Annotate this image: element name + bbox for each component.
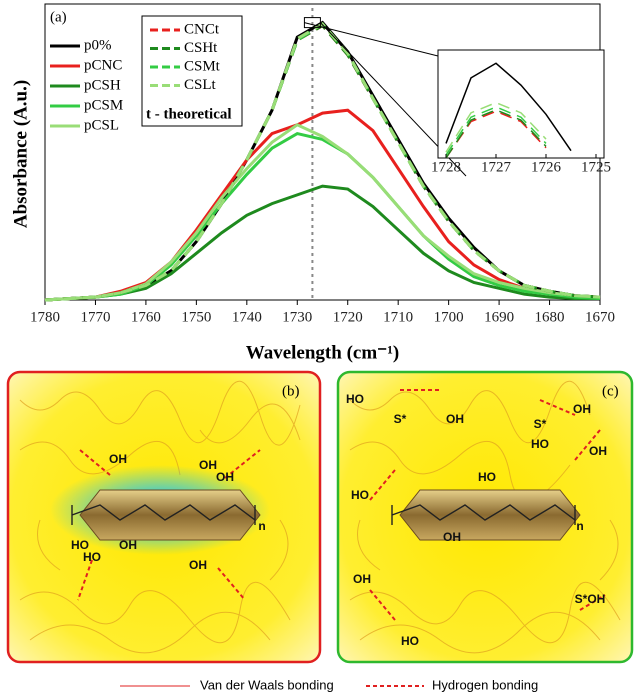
panel-label: (a) bbox=[50, 9, 67, 25]
x-tick-label: 1780 bbox=[30, 309, 60, 325]
chem-label: HO bbox=[83, 550, 101, 564]
legend-label: p0% bbox=[84, 37, 112, 53]
legend-label: CNCt bbox=[184, 21, 220, 37]
x-tick-label: 1680 bbox=[535, 309, 565, 325]
hydrogen-bonds bbox=[77, 389, 606, 621]
inset-frame bbox=[437, 49, 605, 159]
x-tick-label: 1690 bbox=[484, 309, 514, 325]
chem-label: OH bbox=[573, 402, 591, 416]
chem-label: HO bbox=[401, 634, 419, 648]
chem-label: HO bbox=[478, 470, 496, 484]
chem-label: HO bbox=[71, 538, 89, 552]
chem-label: S*OH bbox=[575, 592, 606, 606]
legend-label: pCNC bbox=[84, 57, 122, 73]
legend-label: CSLt bbox=[184, 77, 217, 93]
x-tick-label: 1760 bbox=[131, 309, 161, 325]
chem-label: OH bbox=[443, 530, 461, 544]
panel-label: (b) bbox=[282, 383, 300, 399]
x-tick-label: 1730 bbox=[282, 309, 312, 325]
x-tick-label: 1770 bbox=[80, 309, 110, 325]
legend-label: pCSM bbox=[84, 97, 123, 113]
chem-label: HO bbox=[531, 437, 549, 451]
chem-label: OH bbox=[589, 444, 607, 458]
crystal bbox=[399, 489, 581, 541]
polymer-chains bbox=[19, 380, 621, 654]
inset-tick-label: 1728 bbox=[431, 159, 461, 175]
chem-label: OH bbox=[189, 558, 207, 572]
chem-label: S* bbox=[394, 412, 407, 426]
legend-label: CSHt bbox=[184, 40, 218, 56]
chem-label: n bbox=[258, 519, 265, 533]
legend-box bbox=[141, 15, 243, 127]
inset-line bbox=[445, 106, 547, 156]
x-axis-label: Wavelength (cm⁻¹) bbox=[246, 342, 399, 363]
inset-tick-label: 1727 bbox=[481, 159, 512, 175]
x-tick-label: 1750 bbox=[181, 309, 211, 325]
legend-label: pCSH bbox=[84, 77, 121, 93]
inset-tick-label: 1726 bbox=[531, 159, 562, 175]
chem-label: n bbox=[576, 519, 583, 533]
x-tick-label: 1670 bbox=[585, 309, 615, 325]
chem-label: S* bbox=[534, 417, 547, 431]
series-line bbox=[44, 22, 601, 302]
chem-label: OH bbox=[119, 538, 137, 552]
legend-label: CSMt bbox=[184, 58, 221, 74]
chem-label: OH bbox=[353, 572, 371, 586]
legend-label: pCSL bbox=[84, 117, 119, 133]
y-axis-label: Absorbance (A.u.) bbox=[10, 80, 31, 228]
crystal bbox=[79, 489, 261, 541]
chem-label: OH bbox=[199, 458, 217, 472]
series-line bbox=[44, 131, 601, 302]
inset-line bbox=[445, 62, 572, 152]
x-tick-label: 1740 bbox=[232, 309, 262, 325]
chem-label: HO bbox=[346, 392, 364, 406]
series-line bbox=[44, 184, 600, 302]
legend-label: Hydrogen bonding bbox=[432, 677, 538, 692]
series-line bbox=[44, 123, 601, 302]
legend-label: Van der Waals bonding bbox=[200, 677, 334, 692]
x-tick-label: 1720 bbox=[333, 309, 363, 325]
inset-lines bbox=[445, 62, 572, 158]
inset-line bbox=[445, 109, 547, 158]
x-tick-label: 1700 bbox=[434, 309, 464, 325]
cellulose-chain bbox=[71, 504, 576, 525]
x-tick-label: 1710 bbox=[383, 309, 413, 325]
annotation: t - theoretical bbox=[146, 106, 232, 122]
chem-label: OH bbox=[109, 452, 127, 466]
chem-label: OH bbox=[216, 470, 234, 484]
zoom-link bbox=[304, 22, 439, 57]
panel-label: (c) bbox=[602, 383, 619, 399]
chem-label: HO bbox=[351, 488, 369, 502]
inset-tick-label: 1725 bbox=[581, 159, 611, 175]
chem-label: OH bbox=[446, 412, 464, 426]
